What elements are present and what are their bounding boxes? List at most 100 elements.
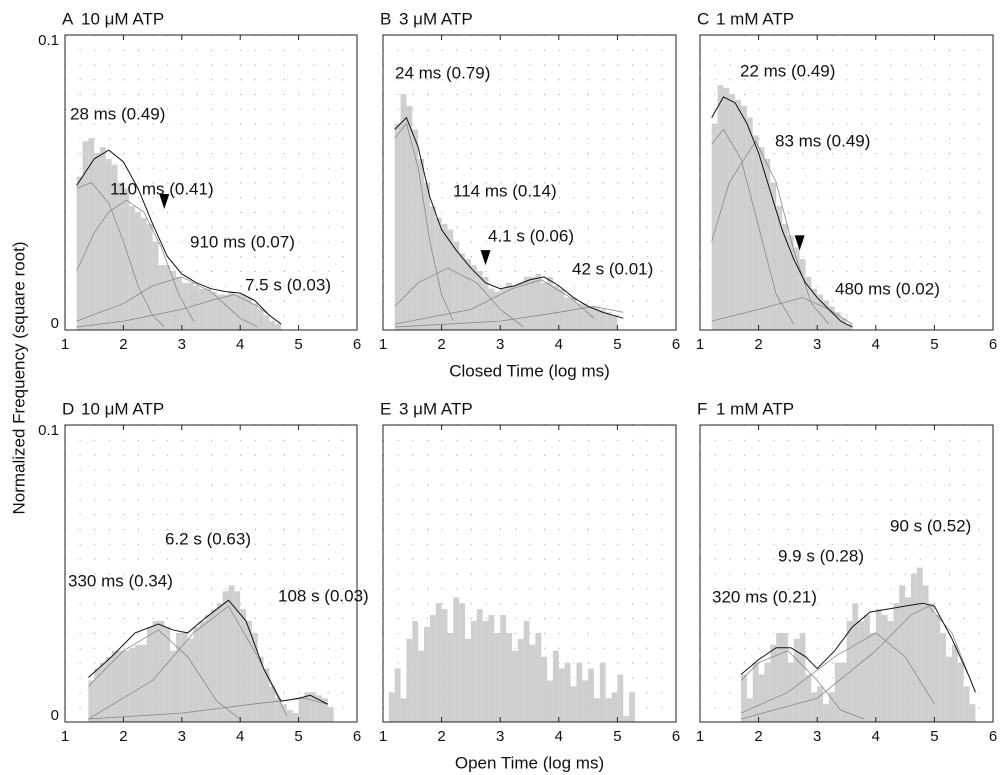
fit-annotation: 9.9 s (0.28) <box>778 546 864 565</box>
panel-title: 1 mM ATP <box>716 9 794 28</box>
bar <box>934 615 941 722</box>
bar <box>535 273 542 330</box>
bar <box>864 615 870 722</box>
bar <box>629 692 635 722</box>
x-tick-label: 2 <box>119 336 127 353</box>
bar <box>269 321 276 330</box>
bar <box>447 229 454 330</box>
x-axis-label: Open Time (log ms) <box>455 753 604 772</box>
y-tick-label: 0 <box>51 315 59 332</box>
bar <box>135 644 141 722</box>
bar <box>234 294 241 330</box>
bar <box>412 129 419 330</box>
bar <box>286 710 293 722</box>
bar <box>605 698 612 722</box>
bar <box>447 632 454 722</box>
panel-label: F <box>697 399 707 418</box>
bar <box>388 692 395 722</box>
fit-annotation: 320 ms (0.21) <box>712 587 817 606</box>
y-axis-label: Normalized Frequency (square root) <box>9 241 28 514</box>
bar <box>453 241 460 330</box>
bar <box>570 686 577 722</box>
bar <box>764 662 771 722</box>
bar <box>170 650 176 722</box>
bar <box>593 306 600 330</box>
fit-annotation: 110 ms (0.41) <box>110 179 214 198</box>
bar <box>494 632 501 722</box>
x-tick-label: 6 <box>672 336 680 353</box>
bar <box>123 188 130 330</box>
bar <box>517 638 524 722</box>
bar <box>928 603 935 722</box>
bar <box>805 674 812 722</box>
bar <box>424 626 430 722</box>
bar <box>211 609 217 722</box>
x-axis-label: Closed Time (log ms) <box>449 361 610 380</box>
bar <box>394 668 401 722</box>
bar <box>951 644 958 722</box>
bar <box>793 247 800 330</box>
bar <box>729 94 736 330</box>
fit-annotation: 480 ms (0.02) <box>835 279 940 298</box>
panel: 1 2 3 4 5 6 C 1 mM ATP 22 ms (0.49) 83 ms (0.49) 4… <box>696 9 997 352</box>
bar <box>799 632 806 722</box>
bar <box>187 638 194 722</box>
panel-label: C <box>697 9 709 28</box>
bar <box>916 567 923 722</box>
bar <box>588 668 594 722</box>
plot-frame <box>699 424 994 723</box>
bar <box>605 312 612 330</box>
bar <box>240 294 247 330</box>
bar <box>100 662 106 722</box>
bar <box>222 591 229 722</box>
x-tick-label: 5 <box>613 336 621 353</box>
bar <box>582 303 589 330</box>
bar <box>588 306 594 330</box>
component-curve <box>88 629 241 720</box>
x-tick-label: 1 <box>61 728 69 745</box>
x-tick-label: 4 <box>555 336 563 353</box>
fit-annotation: 108 s (0.03) <box>278 586 369 605</box>
bar <box>88 138 95 330</box>
bar <box>599 662 606 722</box>
bar <box>146 626 153 722</box>
bar <box>787 662 794 722</box>
bar <box>94 668 101 722</box>
bar <box>547 680 553 722</box>
panel-title: 3 μM ATP <box>399 9 473 28</box>
bar <box>852 603 859 722</box>
x-tick-label: 3 <box>813 336 821 353</box>
bar <box>782 632 788 722</box>
bar <box>940 632 947 722</box>
bar <box>599 309 606 330</box>
x-tick-label: 1 <box>379 336 387 353</box>
component-curve <box>740 650 865 720</box>
x-tick-label: 6 <box>989 728 997 745</box>
bar <box>418 158 425 330</box>
bar <box>465 259 471 330</box>
bar <box>963 686 970 722</box>
plot-frame <box>382 34 677 331</box>
bar <box>817 686 824 722</box>
bar <box>269 686 276 722</box>
bar <box>251 632 258 722</box>
bar <box>465 638 471 722</box>
bar <box>875 609 882 722</box>
bar <box>298 698 305 722</box>
bar <box>834 312 841 330</box>
fit-curve <box>394 116 624 319</box>
bar <box>529 276 536 330</box>
x-tick-label: 5 <box>294 728 302 745</box>
panel: 1 2 3 4 5 6 E 3 μM ATP Open Time (log ms) <box>379 399 680 772</box>
x-tick-label: 1 <box>696 336 704 353</box>
panel-label: E <box>380 399 391 418</box>
component-curve <box>394 267 524 328</box>
panel: 1 2 3 4 5 6 B 3 μM ATP Closed Time (log ms) 24 ms… <box>379 9 680 380</box>
bar <box>746 698 753 722</box>
fit-annotation: 4.1 s (0.06) <box>488 226 574 245</box>
bar <box>869 632 876 722</box>
bar <box>887 621 894 722</box>
x-tick-label: 5 <box>930 728 938 745</box>
bar <box>741 674 747 722</box>
bar <box>840 662 847 722</box>
